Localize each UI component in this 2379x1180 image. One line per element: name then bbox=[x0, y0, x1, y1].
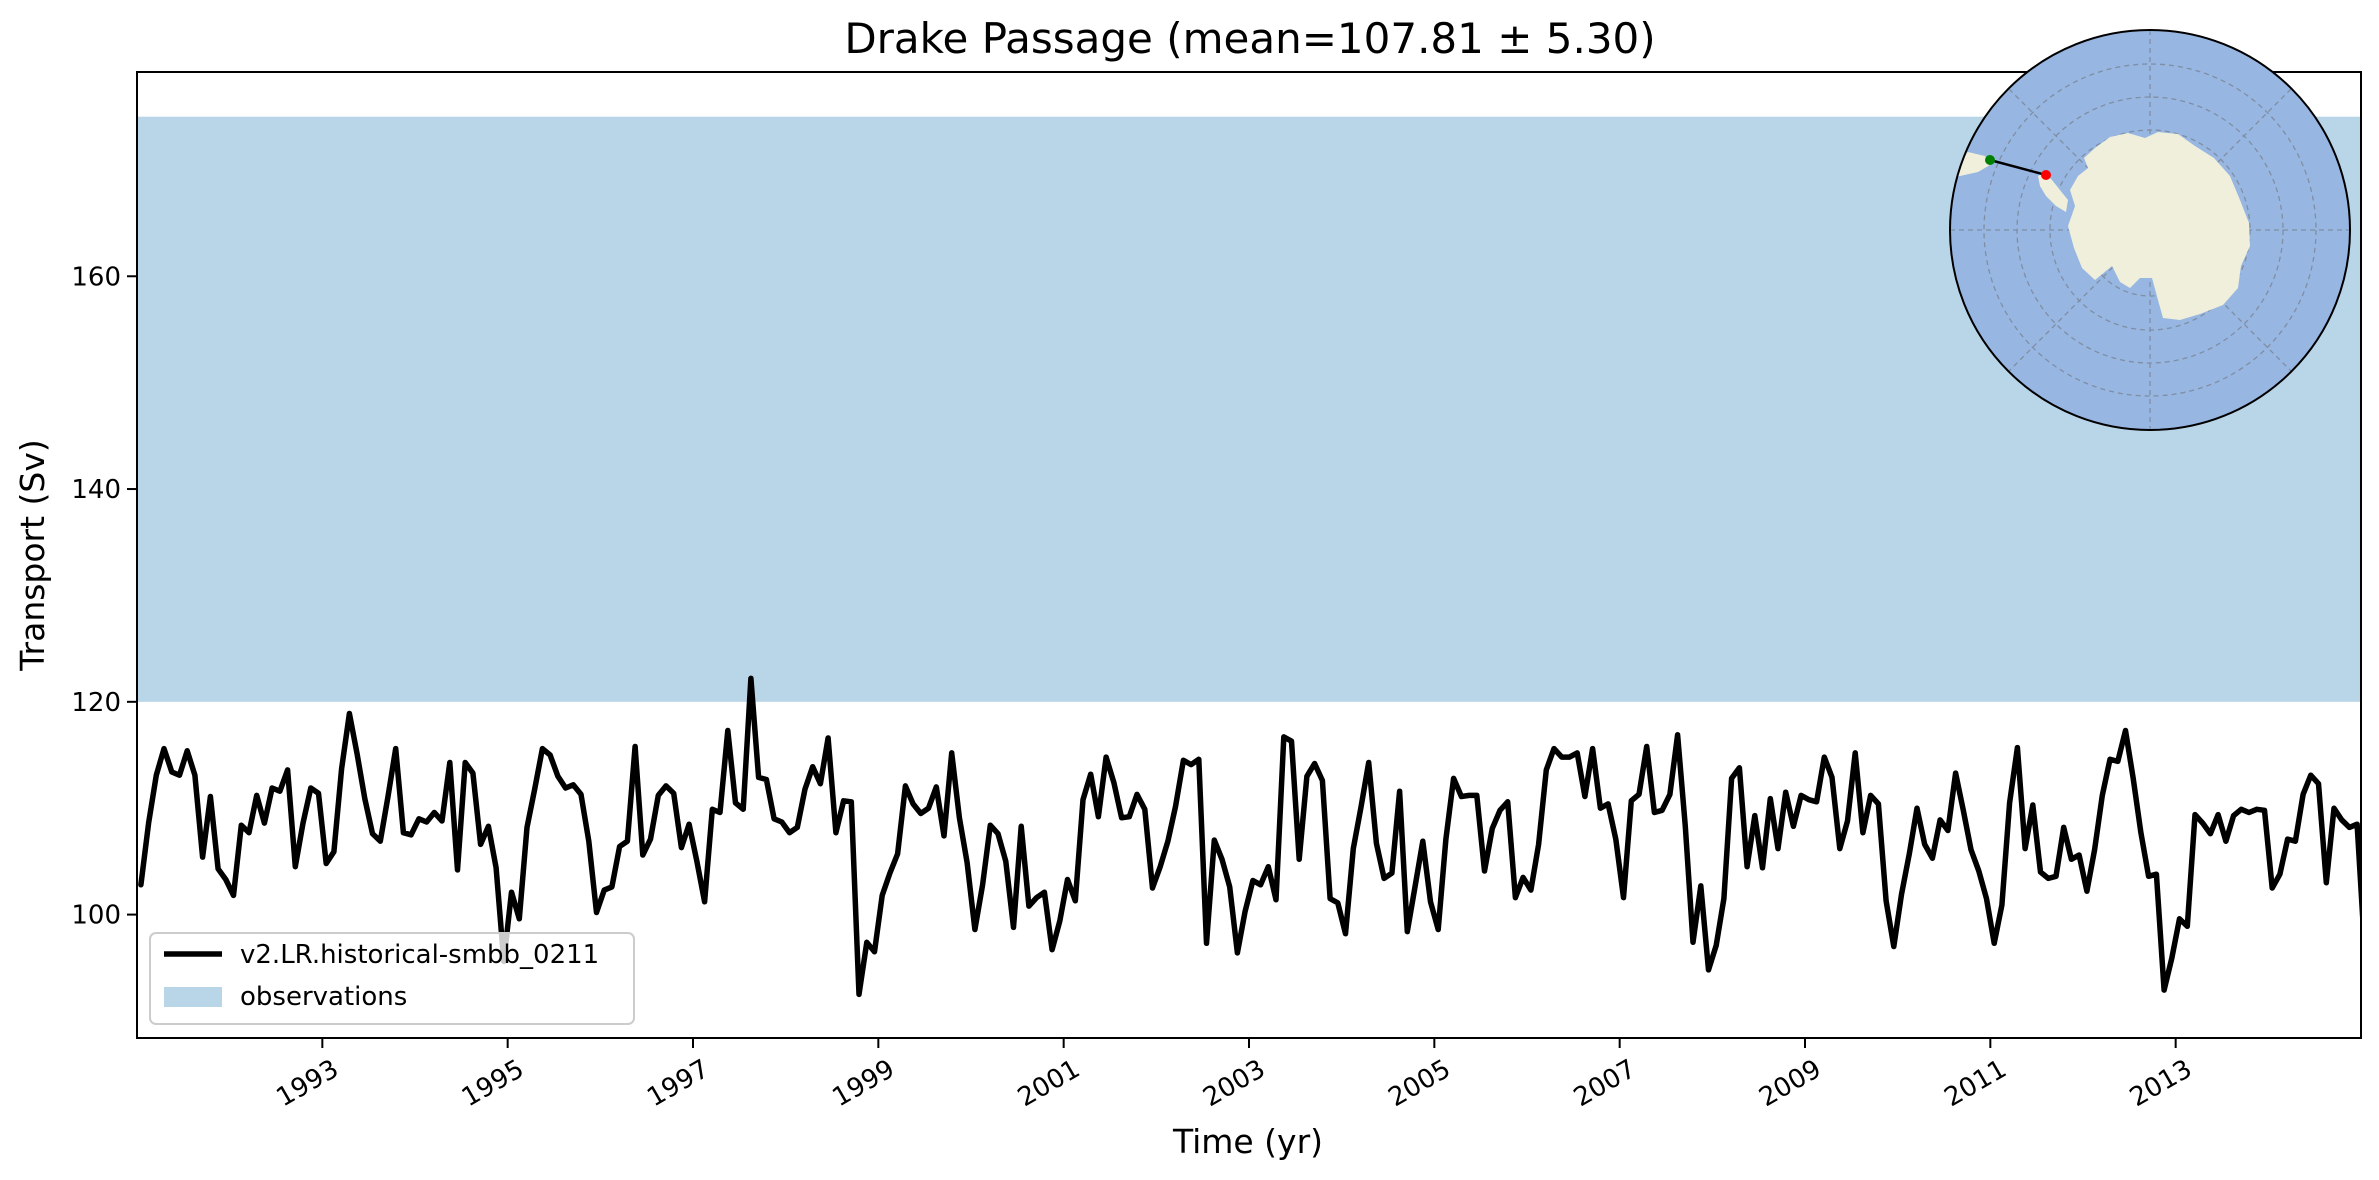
legend-observations-swatch bbox=[164, 987, 222, 1007]
y-axis-ticks: 100 120 140 160 bbox=[71, 262, 137, 931]
x-tick-label: 1997 bbox=[642, 1054, 714, 1113]
legend: v2.LR.historical-smbb_0211 observations bbox=[149, 932, 635, 1025]
legend-label-series: v2.LR.historical-smbb_0211 bbox=[240, 940, 599, 970]
legend-label-observations: observations bbox=[240, 982, 407, 1012]
inset-map bbox=[1949, 29, 2351, 431]
inset-map-border bbox=[1949, 29, 2351, 431]
y-axis-label: Transport (Sv) bbox=[13, 439, 52, 672]
x-tick-label: 2007 bbox=[1569, 1054, 1641, 1113]
x-tick-label: 2001 bbox=[1013, 1054, 1085, 1113]
x-tick-label: 2011 bbox=[1940, 1054, 2012, 1113]
x-tick-label: 2003 bbox=[1198, 1054, 1270, 1113]
y-tick-label: 120 bbox=[71, 688, 121, 718]
x-axis-ticks: 1993 1995 1997 1999 2001 2003 2005 2007 2009 2011… bbox=[272, 1038, 2197, 1113]
antarctica-landmass bbox=[2038, 132, 2250, 320]
chart-title: Drake Passage (mean=107.81 ± 5.30) bbox=[844, 14, 1655, 63]
y-tick-label: 160 bbox=[71, 262, 121, 292]
x-tick-label: 2009 bbox=[1754, 1054, 1826, 1113]
x-tick-label: 1999 bbox=[828, 1054, 900, 1113]
x-tick-label: 2013 bbox=[2125, 1054, 2197, 1113]
legend-box bbox=[149, 932, 635, 1025]
section-start-point bbox=[1985, 155, 1995, 165]
x-axis-label: Time (yr) bbox=[1172, 1122, 1323, 1161]
series-line-v2-lr-historical-smbb-0211 bbox=[138, 675, 2361, 998]
section-end-point bbox=[2041, 170, 2051, 180]
x-tick-label: 1995 bbox=[457, 1054, 529, 1113]
y-tick-label: 140 bbox=[71, 475, 121, 505]
axes-frame bbox=[136, 71, 2362, 1039]
y-tick-label: 100 bbox=[71, 901, 121, 931]
x-tick-label: 1993 bbox=[272, 1054, 344, 1113]
x-tick-label: 2005 bbox=[1384, 1054, 1456, 1113]
section-transect bbox=[1989, 158, 2047, 177]
